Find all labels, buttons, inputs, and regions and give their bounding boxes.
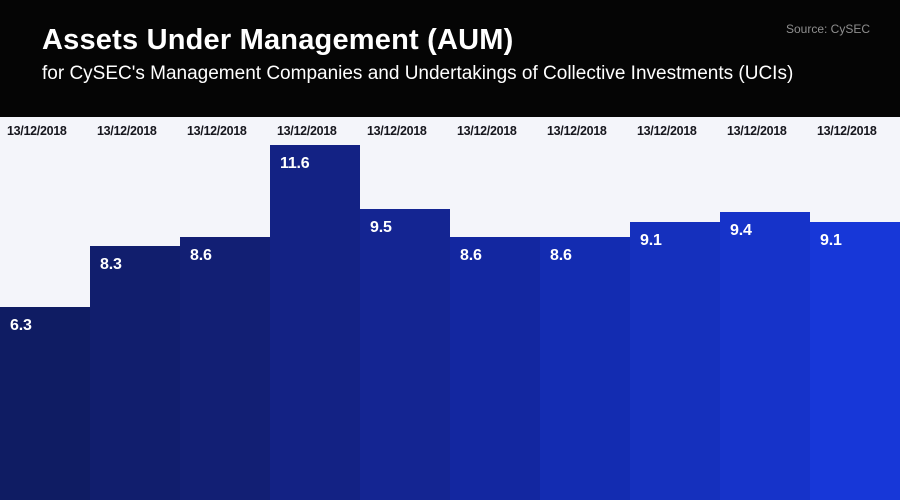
bar: 9.1: [630, 222, 720, 500]
bar: 8.6: [180, 237, 270, 500]
source-label: Source: CySEC: [785, 22, 870, 36]
bar-date-label: 13/12/2018: [817, 124, 877, 138]
bar: 8.6: [540, 237, 630, 500]
bar: 8.6: [450, 237, 540, 500]
bar: 11.6: [270, 145, 360, 500]
bar-value-label: 11.6: [280, 155, 310, 172]
bar: 8.3: [90, 246, 180, 500]
bar-value-label: 8.3: [100, 256, 122, 273]
chart-column: 13/12/2018 9.4: [720, 117, 810, 500]
chart-column: 13/12/2018 11.6: [270, 117, 360, 500]
chart-column: 13/12/2018 9.1: [810, 117, 900, 500]
bar-date-label: 13/12/2018: [277, 124, 337, 138]
bar-date-label: 13/12/2018: [727, 124, 787, 138]
chart-column: 13/12/2018 8.6: [540, 117, 630, 500]
chart-column: 13/12/2018 9.1: [630, 117, 720, 500]
bar-value-label: 9.1: [640, 232, 662, 249]
bar-value-label: 6.3: [10, 317, 32, 334]
bar-value-label: 9.4: [730, 222, 752, 239]
bar: 6.3: [0, 307, 90, 500]
bar-value-label: 9.1: [820, 232, 842, 249]
bar-value-label: 9.5: [370, 219, 392, 236]
chart-column: 13/12/2018 9.5: [360, 117, 450, 500]
bar: 9.1: [810, 222, 900, 500]
chart-column: 13/12/2018 8.6: [450, 117, 540, 500]
chart-column: 13/12/2018 8.3: [90, 117, 180, 500]
bar-date-label: 13/12/2018: [367, 124, 427, 138]
chart-header: Assets Under Management (AUM) for CySEC'…: [0, 0, 900, 117]
chart-column: 13/12/2018 6.3: [0, 117, 90, 500]
bar: 9.5: [360, 209, 450, 500]
bar-date-label: 13/12/2018: [637, 124, 697, 138]
chart-subtitle: for CySEC's Management Companies and Und…: [42, 63, 794, 84]
bar: 9.4: [720, 212, 810, 500]
bar-date-label: 13/12/2018: [97, 124, 157, 138]
bar-value-label: 8.6: [460, 247, 482, 264]
bar-chart: 13/12/2018 6.3 13/12/2018 8.3 13/12/2018 8.6 1…: [0, 117, 900, 500]
chart-title: Assets Under Management (AUM): [42, 24, 514, 56]
bar-date-label: 13/12/2018: [187, 124, 247, 138]
bar-date-label: 13/12/2018: [547, 124, 607, 138]
chart-column: 13/12/2018 8.6: [180, 117, 270, 500]
bar-value-label: 8.6: [550, 247, 572, 264]
bar-value-label: 8.6: [190, 247, 212, 264]
bar-date-label: 13/12/2018: [457, 124, 517, 138]
bar-date-label: 13/12/2018: [7, 124, 67, 138]
